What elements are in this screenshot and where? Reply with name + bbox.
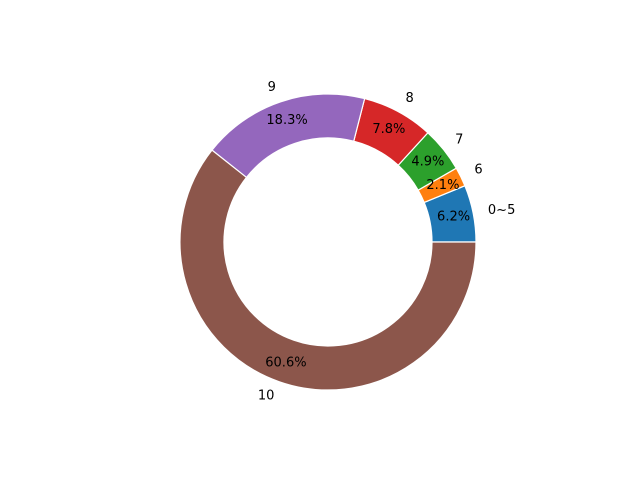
slice-10 xyxy=(179,149,477,391)
pct-label-10: 60.6% xyxy=(265,355,306,370)
slices-group xyxy=(179,93,477,391)
category-label-9: 9 xyxy=(268,80,276,95)
pct-label-8: 7.8% xyxy=(372,122,405,137)
category-label-0~5: 0~5 xyxy=(488,203,515,218)
pct-label-9: 18.3% xyxy=(266,113,307,128)
pct-label-0~5: 6.2% xyxy=(437,210,470,225)
category-label-8: 8 xyxy=(405,91,413,106)
category-label-6: 6 xyxy=(474,163,482,178)
pct-label-6: 2.1% xyxy=(426,178,459,193)
pct-label-7: 4.9% xyxy=(411,154,444,169)
labels-group: 6.2% 0~5 2.1% 6 4.9% 7 7.8% 8 18.3% 9 60.6% 10 xyxy=(258,80,515,403)
category-label-7: 7 xyxy=(455,132,463,147)
slice-9 xyxy=(211,93,366,179)
category-label-10: 10 xyxy=(258,388,275,403)
